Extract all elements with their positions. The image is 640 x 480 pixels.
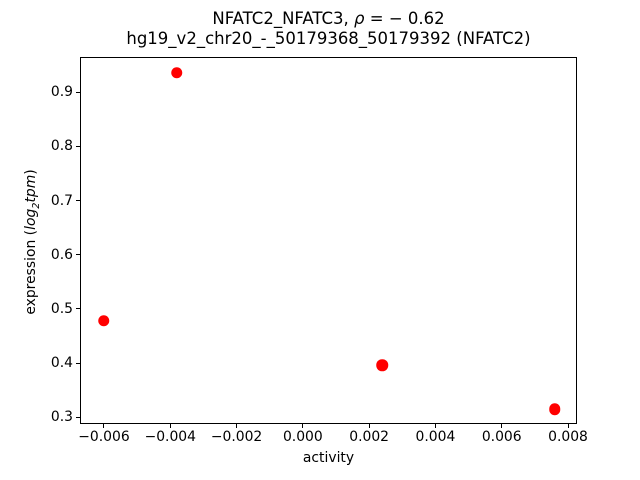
chart-title-line2: hg19_v2_chr20_-_50179368_50179392 (NFATC… [126, 28, 531, 48]
y-tick [76, 200, 80, 202]
x-tick-label: 0.008 [548, 428, 588, 445]
data-point [376, 359, 389, 372]
y-tick-label: 0.7 [50, 192, 73, 209]
y-label-log: log [23, 208, 40, 230]
plot-area [80, 57, 577, 424]
x-tick [103, 424, 105, 428]
data-point [171, 67, 183, 79]
data-point [548, 403, 561, 415]
y-axis-label: expression (log2tpm) [23, 169, 45, 314]
y-tick-label: 0.5 [50, 300, 73, 317]
chart-title: NFATC2_NFATC3, ρ = − 0.62 hg19_v2_chr20_… [80, 9, 577, 48]
x-tick [302, 424, 304, 428]
y-tick-label: 0.9 [50, 84, 73, 101]
chart-title-line1: NFATC2_NFATC3, ρ = − 0.62 [80, 9, 577, 29]
data-point [98, 315, 110, 327]
title-rho-value: = − 0.62 [364, 9, 445, 28]
y-label-suffix: ) [23, 169, 40, 175]
y-tick-label: 0.3 [50, 409, 73, 426]
y-label-unit: tpm [23, 174, 40, 203]
x-tick-label: 0.000 [282, 428, 323, 445]
x-tick-label: −0.004 [144, 428, 196, 445]
x-tick [368, 424, 370, 428]
y-tick [76, 91, 80, 93]
y-label-subscript: 2 [30, 202, 42, 209]
x-tick [434, 424, 436, 428]
x-tick-label: −0.006 [78, 428, 130, 445]
y-tick [76, 145, 80, 147]
y-tick [76, 308, 80, 310]
rho-symbol: ρ [354, 9, 365, 28]
x-tick-label: 0.002 [349, 428, 390, 445]
x-tick [169, 424, 171, 428]
x-axis-label: activity [302, 450, 355, 466]
x-tick-label: 0.004 [415, 428, 456, 445]
y-label-prefix: expression ( [23, 229, 40, 315]
y-tick-label: 0.4 [50, 355, 73, 372]
y-tick [76, 362, 80, 364]
y-tick-label: 0.8 [50, 138, 73, 155]
x-tick-label: 0.006 [481, 428, 522, 445]
x-tick [236, 424, 238, 428]
x-tick [567, 424, 569, 428]
x-tick-label: −0.002 [210, 428, 263, 445]
x-tick [501, 424, 503, 428]
y-tick [76, 416, 80, 418]
title-gene-pair: NFATC2_NFATC3, [212, 9, 355, 28]
y-tick-label: 0.6 [50, 246, 73, 263]
y-tick [76, 254, 80, 256]
